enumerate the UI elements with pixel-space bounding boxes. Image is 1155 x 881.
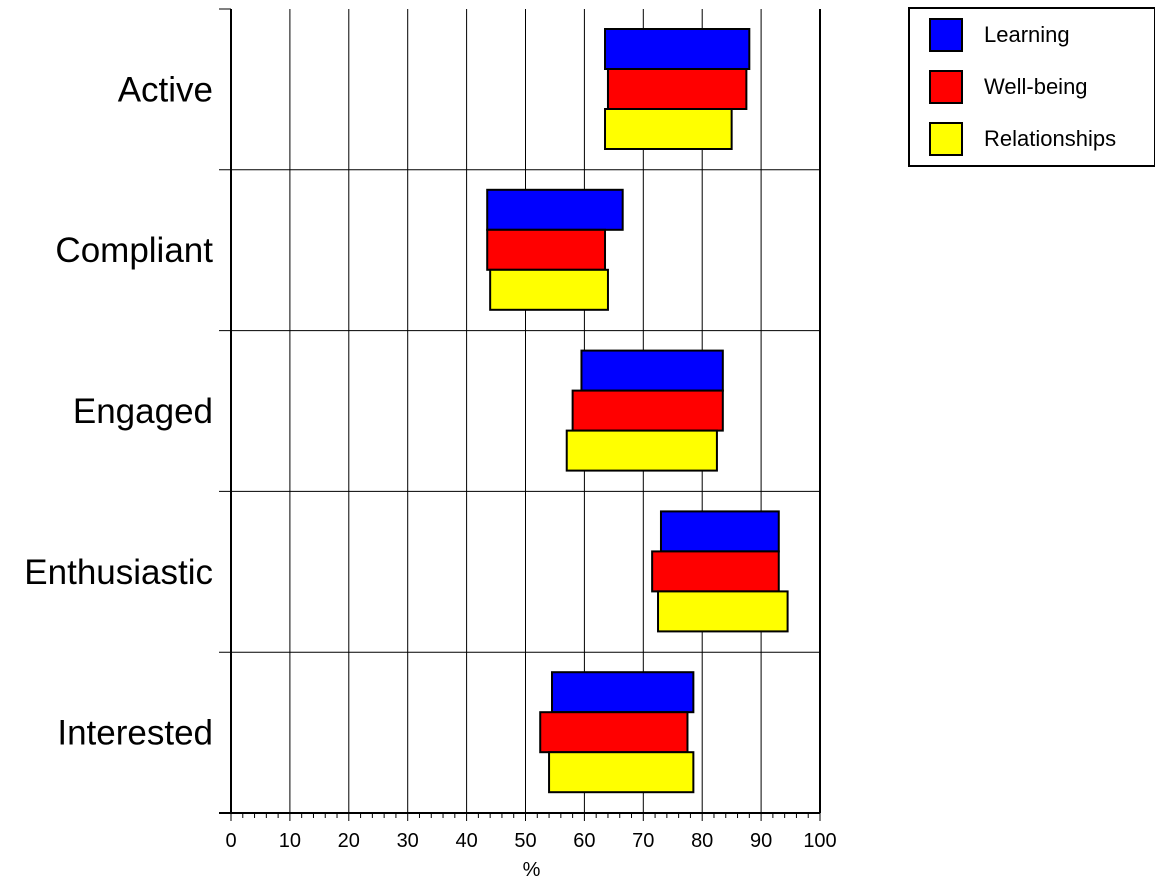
category-label: Interested	[57, 714, 213, 753]
legend-swatch	[930, 19, 962, 51]
bar-relationships-enthusiastic	[658, 591, 788, 631]
legend-swatch	[930, 123, 962, 155]
bar-learning-active	[605, 29, 749, 69]
bar-well-being-compliant	[487, 230, 605, 270]
x-tick-label: 100	[803, 830, 836, 852]
x-axis-title: %	[523, 859, 541, 881]
legend: Learning Well-being Relationships	[909, 8, 1155, 166]
bar-learning-interested	[552, 672, 693, 712]
category-label: Engaged	[73, 392, 213, 431]
x-tick-label: 10	[279, 830, 301, 852]
x-tick-label: 30	[397, 830, 419, 852]
category-label: Compliant	[55, 231, 213, 270]
category-label: Enthusiastic	[24, 553, 213, 592]
legend-label: Well-being	[984, 74, 1088, 99]
bar-learning-engaged	[581, 351, 722, 391]
x-tick-label: 60	[573, 830, 595, 852]
bar-learning-compliant	[487, 190, 622, 230]
bar-well-being-enthusiastic	[652, 551, 779, 591]
legend-label: Relationships	[984, 126, 1116, 151]
x-tick-label: 0	[225, 830, 236, 852]
category-label: Active	[118, 70, 213, 109]
x-tick-label: 40	[455, 830, 477, 852]
x-tick-label: 50	[514, 830, 536, 852]
legend-label: Learning	[984, 22, 1070, 47]
bars	[487, 29, 787, 792]
bar-learning-enthusiastic	[661, 511, 779, 551]
x-tick-label: 80	[691, 830, 713, 852]
bar-well-being-interested	[540, 712, 687, 752]
bar-well-being-engaged	[573, 391, 723, 431]
bar-relationships-interested	[549, 752, 693, 792]
bar-relationships-compliant	[490, 270, 608, 310]
x-tick-label: 20	[338, 830, 360, 852]
x-tick-label: 70	[632, 830, 654, 852]
bar-relationships-active	[605, 109, 732, 149]
legend-swatch	[930, 71, 962, 103]
bar-relationships-engaged	[567, 431, 717, 471]
bar-well-being-active	[608, 69, 746, 109]
x-tick-label: 90	[750, 830, 772, 852]
